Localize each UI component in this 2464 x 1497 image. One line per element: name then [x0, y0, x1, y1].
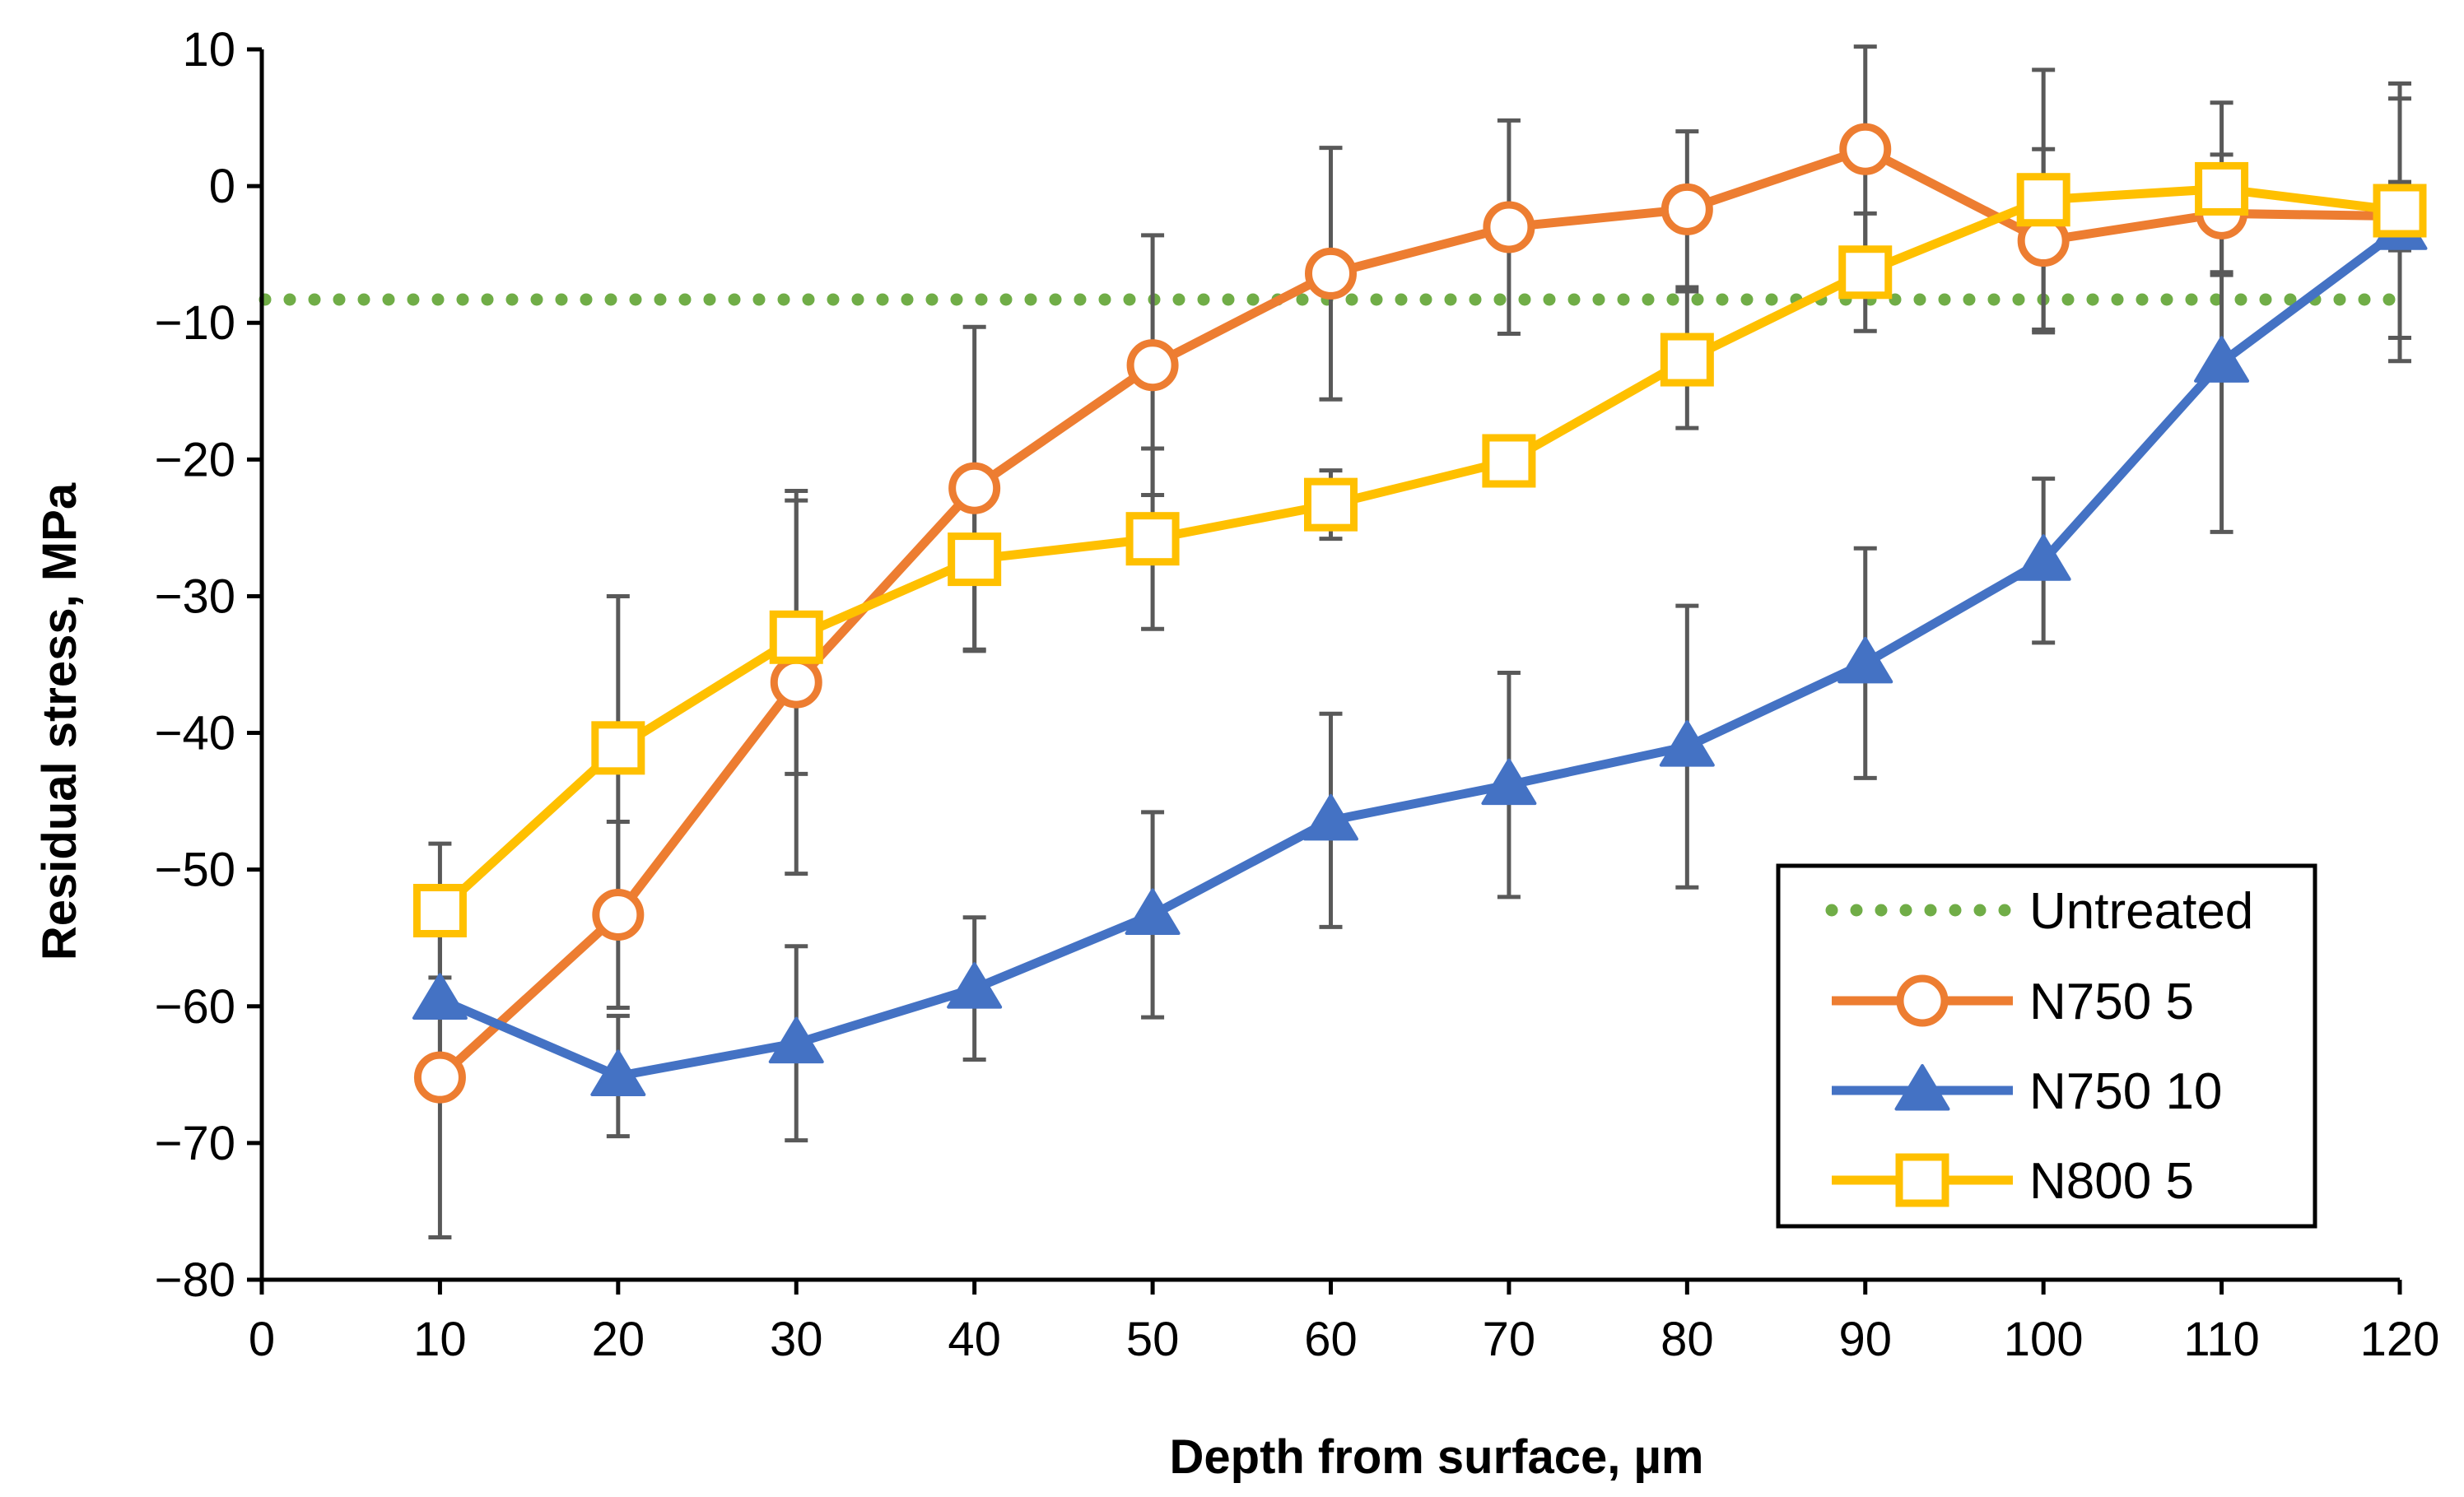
x-tick-label: 10 — [413, 1313, 467, 1366]
data-point — [769, 610, 823, 664]
y-tick-label: 0 — [209, 160, 235, 213]
data-point — [413, 1051, 466, 1104]
series-markers-layer — [412, 123, 2428, 1104]
data-point — [1303, 793, 1358, 841]
x-tick-label: 20 — [592, 1313, 645, 1366]
data-point — [1305, 247, 1357, 300]
data-point — [1661, 183, 1713, 235]
y-axis-title: Residual stress, MPa — [33, 482, 86, 960]
legend-item: N750 10 — [1832, 1063, 2222, 1120]
data-point — [948, 532, 1002, 587]
data-point — [1482, 434, 1536, 488]
x-tick-label: 70 — [1483, 1313, 1536, 1366]
x-tick-label: 60 — [1304, 1313, 1358, 1366]
data-point — [590, 1049, 646, 1096]
legend-label: N750 10 — [2029, 1063, 2222, 1120]
data-point — [948, 462, 1001, 514]
data-point — [947, 962, 1003, 1009]
data-point — [591, 721, 645, 775]
data-point — [1838, 245, 1893, 300]
data-point — [768, 1016, 824, 1064]
x-tick-label: 100 — [2004, 1313, 2084, 1366]
series-line — [436, 144, 2401, 1081]
data-point — [2373, 184, 2427, 238]
data-point — [412, 884, 467, 937]
data-point — [2194, 336, 2250, 383]
y-tick-label: −60 — [155, 980, 235, 1034]
y-tick-label: −70 — [155, 1117, 235, 1170]
series-lines-layer — [436, 144, 2403, 1081]
data-point — [1659, 720, 1715, 767]
data-point — [1660, 332, 1714, 387]
data-point — [770, 656, 822, 709]
y-tick-label: −10 — [155, 296, 235, 350]
data-point — [1126, 339, 1179, 392]
data-point — [2016, 173, 2070, 227]
y-tick-label: −80 — [155, 1253, 235, 1307]
legend-label: N750 5 — [2029, 974, 2194, 1030]
x-tick-label: 40 — [948, 1313, 1001, 1366]
legend-item: N800 5 — [1832, 1153, 2194, 1210]
legend-item: N750 5 — [1832, 974, 2194, 1030]
legend-label: Untreated — [2029, 883, 2253, 940]
legend-items: Untreated N750 5 N750 10 N800 5 — [1825, 883, 2253, 1210]
legend-swatch-marker — [1895, 1153, 1949, 1207]
y-tick-label: −30 — [155, 570, 235, 623]
data-point — [1839, 123, 1892, 175]
y-tick-label: −50 — [155, 844, 235, 897]
x-tick-label: 90 — [1838, 1313, 1892, 1366]
data-point — [1125, 512, 1180, 566]
legend-box — [1776, 863, 2317, 1229]
x-tick-label: 80 — [1661, 1313, 1714, 1366]
data-point — [1304, 477, 1358, 532]
data-point — [2195, 161, 2249, 216]
series-line — [438, 225, 2403, 1081]
x-axis-title: Depth from surface, µm — [1170, 1430, 1704, 1484]
data-point — [1483, 201, 1535, 253]
y-tick-label: 10 — [182, 23, 235, 77]
legend-swatch-marker — [1896, 974, 1949, 1027]
x-tick-label: 50 — [1126, 1313, 1180, 1366]
series-line — [436, 184, 2401, 914]
data-point — [1125, 888, 1181, 935]
legend: Untreated N750 5 N750 10 N800 5 — [1776, 863, 2317, 1229]
x-tick-label: 120 — [2360, 1313, 2440, 1366]
data-point — [1838, 636, 1893, 684]
data-point — [1481, 758, 1537, 806]
data-point — [592, 888, 645, 941]
y-tick-label: −40 — [155, 707, 235, 760]
legend-swatch-marker — [1894, 1064, 1950, 1111]
x-tick-label: 0 — [249, 1313, 275, 1366]
axes-layer: 100−10−20−30−40−50−60−70−800 10 20 30 40 50 60… — [155, 23, 2440, 1366]
x-tick-label: 30 — [770, 1313, 823, 1366]
legend-label: N800 5 — [2029, 1153, 2194, 1210]
data-point — [412, 973, 468, 1020]
x-tick-label: 110 — [2183, 1313, 2259, 1366]
y-tick-label: −20 — [155, 433, 235, 486]
data-point — [2015, 534, 2071, 581]
legend-item: Untreated — [1825, 883, 2253, 940]
